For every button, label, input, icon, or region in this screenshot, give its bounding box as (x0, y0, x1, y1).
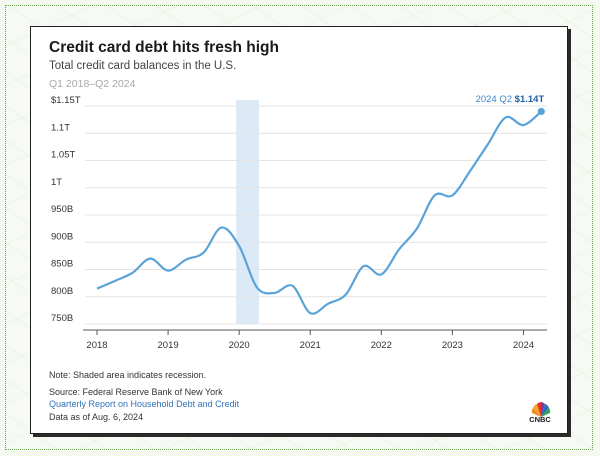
y-tick-label: 1T (51, 177, 62, 188)
peacock-logo-icon (531, 402, 551, 417)
y-tick-label: 950B (51, 204, 73, 215)
y-tick-label: 1.05T (51, 150, 75, 161)
chart-title: Credit card debt hits fresh high (49, 39, 279, 56)
annotation-value: $1.14T (515, 94, 545, 105)
y-tick-label: 800B (51, 286, 73, 297)
endpoint-marker (537, 107, 545, 116)
footer-data-date: Data as of Aug. 6, 2024 (49, 412, 144, 422)
endpoint-annotation: 2024 Q2 $1.14T (476, 94, 545, 105)
brand-name: CNBC (529, 415, 551, 424)
y-tick-label: 900B (51, 231, 73, 242)
y-tick-label: 850B (51, 259, 73, 270)
footer-source: Source: Federal Reserve Bank of New York (49, 387, 223, 397)
annotation-date: 2024 Q2 (476, 94, 515, 105)
x-tick-label: 2022 (371, 340, 392, 351)
x-tick-label: 2020 (229, 340, 250, 351)
footer-report-link[interactable]: Quarterly Report on Household Debt and C… (49, 399, 240, 409)
line-chart: $1.15T 1.1T 1.05T 1T 950B 900B 850B 800B 750B 201… (51, 94, 547, 351)
x-tick-label: 2021 (300, 340, 321, 351)
y-tick-label: 1.1T (51, 122, 70, 133)
x-tick-label: 2019 (158, 340, 179, 351)
footer-note: Note: Shaded area indicates recession. (49, 370, 207, 380)
x-tick-label: 2018 (86, 340, 107, 351)
y-tick-label: 750B (51, 313, 73, 324)
y-tick-label: $1.15T (51, 95, 81, 106)
x-tick-label: 2023 (442, 340, 463, 351)
chart-date-range: Q1 2018–Q2 2024 (49, 78, 136, 90)
x-tick-label: 2024 (513, 340, 534, 351)
chart-subtitle: Total credit card balances in the U.S. (49, 60, 237, 72)
series-line (96, 110, 542, 315)
recession-shade (236, 100, 259, 324)
chart-card: Credit card debt hits fresh high Total c… (30, 26, 568, 434)
